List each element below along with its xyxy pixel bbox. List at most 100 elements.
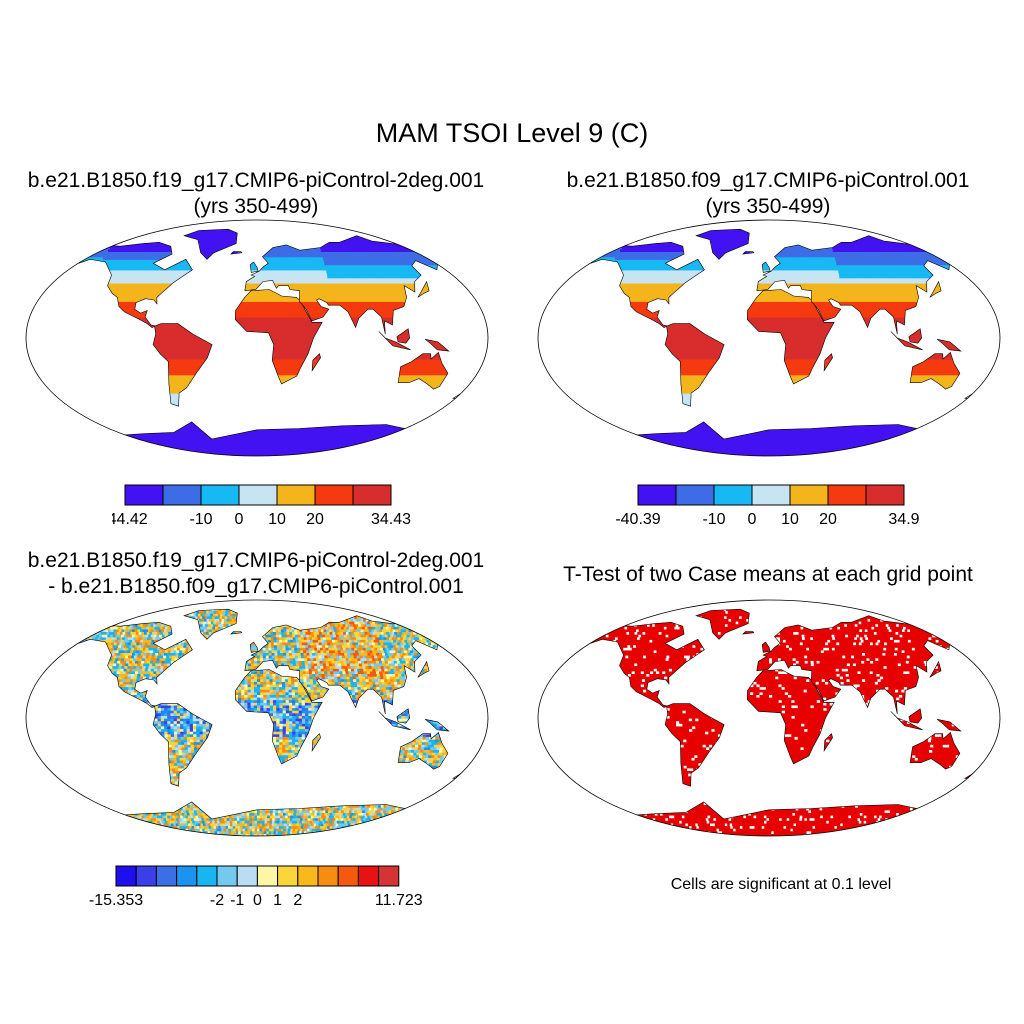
grid-cell: [253, 314, 258, 318]
grid-cell: [253, 301, 258, 305]
grid-cell: [341, 301, 345, 305]
grid-cell: [157, 345, 162, 350]
grid-cell: [288, 322, 293, 326]
grid-cell: [134, 309, 138, 313]
grid-cell: [378, 301, 383, 305]
grid-cell: [477, 299, 481, 302]
grid-cell: [486, 317, 490, 320]
grid-cell: [161, 323, 166, 326]
grid-cell: [140, 248, 144, 252]
grid-cell: [154, 324, 159, 329]
grid-cell: [302, 290, 307, 294]
grid-cell: [201, 238, 205, 242]
grid-cell: [311, 288, 316, 292]
grid-cell: [281, 298, 286, 302]
grid-cell: [164, 254, 168, 258]
grid-cell: [295, 353, 300, 357]
grid-cell: [298, 353, 303, 357]
grid-cell: [301, 309, 305, 313]
grid-cell: [133, 275, 138, 279]
grid-cell: [104, 259, 108, 263]
grid-cell: [177, 359, 182, 363]
grid-cell: [154, 298, 159, 302]
grid-cell: [272, 319, 277, 323]
grid-cell: [80, 246, 85, 250]
grid-cell: [298, 317, 303, 321]
grid-cell: [288, 298, 292, 302]
grid-cell: [276, 327, 280, 331]
grid-cell: [111, 280, 115, 284]
grid-cell: [395, 296, 400, 300]
grid-cell: [297, 309, 302, 313]
grid-cell: [311, 290, 316, 294]
grid-cell: [85, 254, 89, 258]
grid-cell: [225, 230, 229, 234]
grid-cell: [116, 282, 120, 287]
grid-cell: [257, 322, 261, 326]
grid-cell: [103, 243, 108, 247]
grid-cell: [272, 356, 277, 360]
grid-cell: [144, 262, 149, 266]
grid-cell: [331, 282, 336, 287]
grid-cell: [288, 353, 293, 357]
grid-cell: [126, 298, 131, 302]
grid-cell: [263, 289, 267, 292]
grid-cell: [352, 317, 357, 321]
grid-cell: [125, 282, 129, 287]
grid-cell: [372, 290, 377, 294]
grid-cell: [223, 243, 227, 247]
grid-cell: [154, 345, 159, 350]
grid-cell: [105, 262, 109, 266]
grid-cell: [103, 251, 107, 255]
grid-cell: [99, 254, 103, 258]
grid-cell: [393, 288, 398, 292]
grid-cell: [171, 356, 175, 360]
grid-cell: [355, 296, 360, 300]
grid-cell: [378, 288, 382, 292]
grid-cell: [289, 340, 293, 344]
grid-cell: [193, 233, 197, 237]
grid-cell: [203, 238, 207, 242]
grid-cell: [113, 275, 117, 279]
grid-cell: [186, 338, 191, 342]
grid-cell: [164, 323, 169, 326]
grid-cell: [96, 254, 100, 258]
grid-cell: [331, 301, 336, 305]
grid-cell: [164, 324, 169, 329]
grid-cell: [311, 322, 315, 326]
grid-cell: [313, 303, 317, 308]
grid-cell: [356, 298, 360, 302]
grid-cell: [161, 280, 166, 284]
grid-cell: [144, 277, 149, 281]
grid-cell: [164, 340, 168, 344]
grid-cell: [383, 285, 388, 289]
grid-cell: [129, 280, 133, 284]
grid-cell: [387, 301, 392, 305]
grid-cell: [291, 372, 296, 376]
grid-cell: [371, 298, 376, 302]
grid-cell: [247, 309, 252, 313]
grid-cell: [382, 282, 387, 287]
grid-cell: [269, 303, 274, 308]
grid-cell: [157, 351, 162, 355]
grid-cell: [182, 374, 186, 378]
grid-cell: [101, 243, 105, 247]
grid-cell: [167, 338, 171, 342]
grid-cell: [196, 343, 200, 347]
grid-cell: [366, 290, 371, 294]
grid-cell: [133, 251, 137, 255]
grid-cell: [186, 330, 191, 334]
grid-cell: [168, 361, 173, 365]
grid-cell: [149, 272, 153, 276]
grid-cell: [371, 296, 375, 300]
grid-cell: [348, 306, 352, 310]
grid-cell: [167, 280, 172, 284]
grid-cell: [266, 289, 270, 292]
grid-cell: [164, 345, 168, 350]
grid-cell: [180, 343, 184, 347]
grid-cell: [164, 327, 168, 331]
grid-cell: [209, 238, 213, 242]
grid-cell: [108, 280, 112, 284]
grid-cell: [330, 293, 335, 297]
grid-cell: [122, 256, 126, 260]
